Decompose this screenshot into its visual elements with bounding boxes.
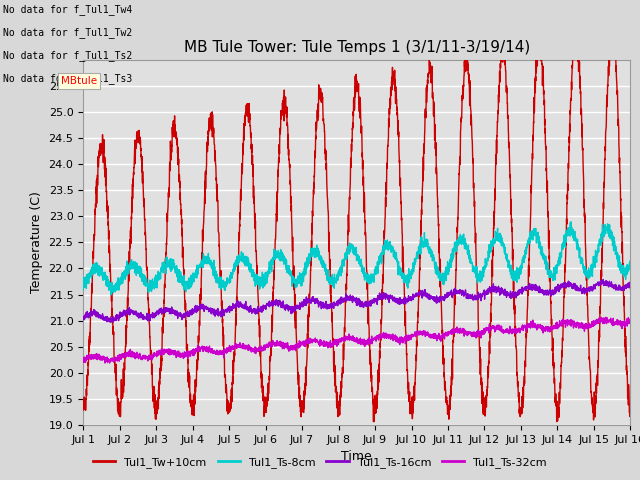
- Text: No data for f_Tul1_Ts3: No data for f_Tul1_Ts3: [3, 73, 132, 84]
- Text: No data for f_Tul1_Tw2: No data for f_Tul1_Tw2: [3, 27, 132, 38]
- Legend: Tul1_Tw+10cm, Tul1_Ts-8cm, Tul1_Ts-16cm, Tul1_Ts-32cm: Tul1_Tw+10cm, Tul1_Ts-8cm, Tul1_Ts-16cm,…: [89, 452, 551, 472]
- Text: No data for f_Tul1_Tw4: No data for f_Tul1_Tw4: [3, 4, 132, 15]
- Text: No data for f_Tul1_Ts2: No data for f_Tul1_Ts2: [3, 50, 132, 61]
- X-axis label: Time: Time: [341, 450, 372, 463]
- Y-axis label: Temperature (C): Temperature (C): [30, 192, 43, 293]
- Title: MB Tule Tower: Tule Temps 1 (3/1/11-3/19/14): MB Tule Tower: Tule Temps 1 (3/1/11-3/19…: [184, 40, 530, 55]
- Text: MBtule: MBtule: [61, 76, 97, 86]
